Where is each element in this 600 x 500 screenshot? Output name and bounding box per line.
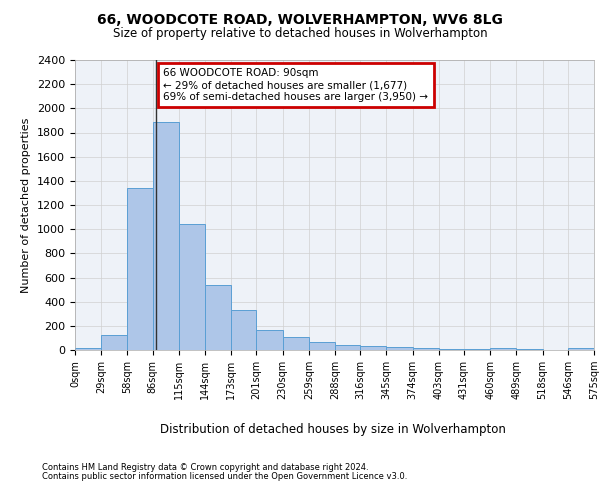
Bar	[127, 188, 152, 350]
Text: 66, WOODCOTE ROAD, WOLVERHAMPTON, WV6 8LG: 66, WOODCOTE ROAD, WOLVERHAMPTON, WV6 8L…	[97, 12, 503, 26]
Bar	[179, 224, 205, 350]
Bar	[75, 348, 101, 350]
Bar	[386, 347, 413, 350]
Bar	[309, 342, 335, 350]
Bar	[152, 122, 179, 350]
Text: 66 WOODCOTE ROAD: 90sqm
← 29% of detached houses are smaller (1,677)
69% of semi: 66 WOODCOTE ROAD: 90sqm ← 29% of detache…	[163, 68, 428, 102]
Bar	[231, 310, 256, 350]
Bar	[101, 335, 127, 350]
Bar	[568, 348, 594, 350]
Y-axis label: Number of detached properties: Number of detached properties	[22, 118, 31, 292]
Bar	[360, 346, 386, 350]
Bar	[256, 330, 283, 350]
Bar	[205, 285, 231, 350]
Text: Distribution of detached houses by size in Wolverhampton: Distribution of detached houses by size …	[160, 422, 506, 436]
Bar	[439, 348, 464, 350]
Bar	[490, 348, 517, 350]
Text: Size of property relative to detached houses in Wolverhampton: Size of property relative to detached ho…	[113, 28, 487, 40]
Text: Contains public sector information licensed under the Open Government Licence v3: Contains public sector information licen…	[42, 472, 407, 481]
Bar	[413, 348, 439, 350]
Bar	[335, 345, 360, 350]
Text: Contains HM Land Registry data © Crown copyright and database right 2024.: Contains HM Land Registry data © Crown c…	[42, 464, 368, 472]
Bar	[283, 336, 309, 350]
